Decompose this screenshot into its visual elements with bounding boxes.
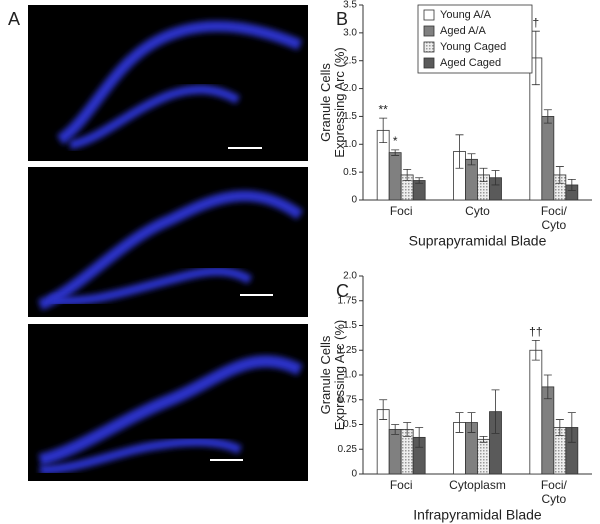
x-tick-label: Foci/Cyto: [541, 204, 568, 232]
error-bar: [467, 153, 476, 166]
error-bar: [455, 134, 464, 169]
legend-label: Aged A/A: [440, 25, 487, 37]
micrograph-3: [28, 324, 308, 481]
bar: [465, 158, 478, 201]
panel-label: A: [8, 9, 20, 29]
y-tick-label: 2.5: [343, 55, 357, 66]
x-tick-label: Foci: [390, 478, 413, 492]
x-tick-label: Foci/Cyto: [541, 478, 568, 506]
error-bar: [467, 412, 476, 433]
error-bar: [391, 424, 400, 435]
micrograph-2: [28, 167, 308, 317]
error-bar: [543, 109, 552, 124]
error-bar: [531, 30, 540, 86]
error-bar: [479, 435, 488, 443]
x-axis-label: Infrapyramidal Blade: [413, 507, 542, 523]
bar: [541, 116, 555, 201]
y-axis-label: Granule CellsExpressing Arc (%): [318, 47, 347, 158]
legend-label: Young A/A: [440, 9, 492, 21]
annotation: †: [532, 15, 539, 29]
y-tick-label: 1.0: [343, 370, 357, 381]
micrograph-1: [28, 5, 308, 161]
x-tick-label: Cytoplasm: [449, 478, 506, 492]
legend-label: Young Caged: [440, 41, 506, 53]
x-tick-label: Cyto: [465, 204, 490, 218]
error-bar: [391, 149, 400, 156]
bar: [388, 429, 402, 475]
error-bar: [555, 166, 564, 184]
error-bar: [455, 412, 464, 433]
error-bar: [479, 167, 488, 183]
error-bar: [403, 168, 412, 181]
annotation: *: [393, 134, 398, 148]
error-bar: [567, 178, 576, 191]
y-tick-label: 0.25: [338, 444, 358, 455]
x-axis-label: Suprapyramidal Blade: [409, 233, 547, 249]
y-tick-label: 1.5: [343, 111, 357, 122]
y-tick-label: 0: [351, 469, 357, 480]
y-tick-label: 3.5: [343, 0, 357, 11]
legend-swatch: [423, 41, 435, 53]
annotation: **: [378, 102, 388, 116]
y-axis-label: Granule CellsExpressing Arc (%): [318, 320, 347, 431]
bar: [477, 438, 490, 475]
legend-label: Aged Caged: [440, 57, 501, 69]
y-tick-label: 2.0: [343, 271, 357, 282]
y-tick-label: 3.0: [343, 27, 357, 38]
bar: [541, 386, 555, 475]
y-tick-label: 0.75: [338, 394, 358, 405]
error-bar: [567, 412, 576, 443]
bar: [529, 349, 543, 475]
y-tick-label: 1.0: [343, 139, 357, 150]
legend-box: [417, 4, 533, 74]
y-tick-label: 1.75: [338, 295, 358, 306]
y-tick-label: 1.25: [338, 345, 358, 356]
error-bar: [379, 117, 388, 144]
error-bar: [491, 170, 500, 186]
error-bar: [555, 419, 564, 436]
x-tick-label: Foci: [390, 204, 413, 218]
panel-label: C: [336, 281, 349, 301]
y-tick-label: 2.0: [343, 83, 357, 94]
y-tick-label: 0.5: [343, 167, 357, 178]
error-bar: [415, 177, 424, 184]
error-bar: [543, 374, 552, 400]
error-bar: [379, 399, 388, 420]
error-bar: [531, 339, 540, 361]
legend-swatch: [423, 25, 435, 37]
annotation: ††: [529, 325, 542, 339]
y-tick-label: 0: [351, 195, 357, 206]
error-bar: [491, 389, 500, 434]
error-bar: [403, 422, 412, 437]
y-tick-label: 1.5: [343, 320, 357, 331]
y-tick-label: 0.5: [343, 419, 357, 430]
legend-swatch: [423, 9, 435, 21]
legend-swatch: [423, 57, 435, 69]
panel-label: B: [336, 9, 348, 29]
error-bar: [415, 427, 424, 448]
bar: [388, 152, 402, 201]
